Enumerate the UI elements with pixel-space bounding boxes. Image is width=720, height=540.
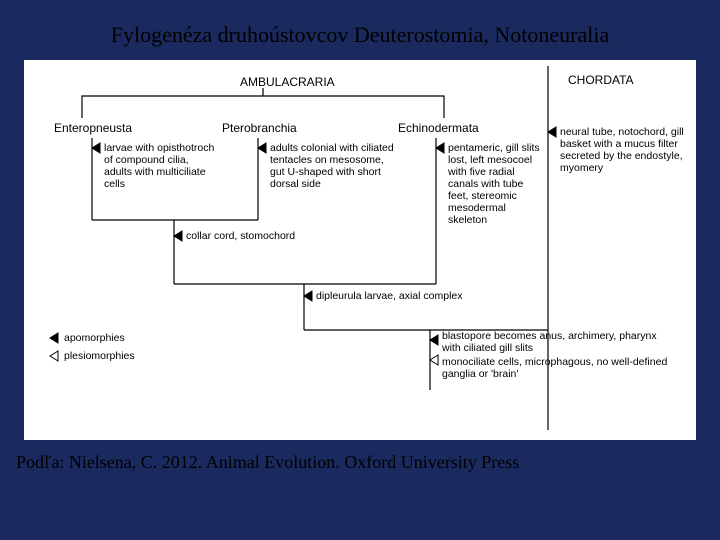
citation-text: Podľa: Nielsena, C. 2012. Animal Evoluti…: [16, 452, 519, 473]
taxon-echinodermata: Echinodermata: [398, 122, 479, 136]
taxon-pterobranchia: Pterobranchia: [222, 122, 297, 136]
slide-title: Fylogenéza druhoústovcov Deuterostomia, …: [0, 22, 720, 48]
annot-pterobranchia: adults colonial with ciliated tentacles …: [270, 142, 398, 190]
phylogeny-diagram: AMBULACRARIA CHORDATA Enteropneusta Pter…: [24, 60, 696, 440]
tree-svg: [24, 60, 696, 440]
legend-plesiomorphies: plesiomorphies: [64, 350, 135, 362]
annot-root-plesiomorphy: monociliate cells, microphagous, no well…: [442, 356, 682, 380]
annot-root-apomorphy: blastopore becomes anus, archimery, phar…: [442, 330, 672, 354]
annot-ep-pt-node: collar cord, stomochord: [186, 230, 356, 242]
legend-apomorphies: apomorphies: [64, 332, 125, 344]
annot-enteropneusta: larvae with opisthotroch of compound cil…: [104, 142, 216, 190]
taxon-enteropneusta: Enteropneusta: [54, 122, 132, 136]
annot-echinodermata: pentameric, gill slits lost, left mesoco…: [448, 142, 544, 226]
clade-chordata: CHORDATA: [568, 74, 634, 88]
clade-ambulacraria: AMBULACRARIA: [240, 76, 335, 90]
annot-chordata: neural tube, notochord, gill basket with…: [560, 126, 688, 174]
annot-amb-node: dipleurula larvae, axial complex: [316, 290, 506, 302]
